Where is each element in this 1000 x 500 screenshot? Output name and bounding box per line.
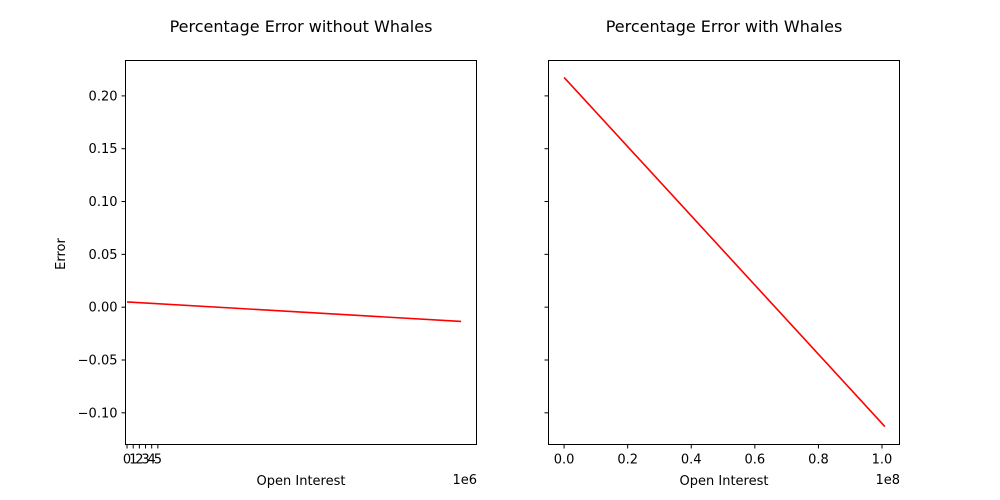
x-tick-label: 4 xyxy=(148,453,156,468)
x-tick-label: 2 xyxy=(135,453,143,468)
subplot-with-whales: Percentage Error with Whales Open Intere… xyxy=(544,17,900,489)
y-tick-label: 0.00 xyxy=(89,301,118,316)
x-tick-label: 3 xyxy=(141,453,149,468)
x-tick-label: 0.6 xyxy=(744,453,765,468)
y-tick-label: 0.10 xyxy=(89,195,118,210)
x-tick-label: 0.4 xyxy=(681,453,702,468)
x-axis-offset-label: 1e8 xyxy=(875,473,900,488)
x-tick-label: 1 xyxy=(129,453,137,468)
x-axis-offset-label: 1e6 xyxy=(452,473,477,488)
x-axis-label: Open Interest xyxy=(257,474,346,489)
y-tick-label: 0.05 xyxy=(89,248,118,263)
y-tick-label: 0.15 xyxy=(89,142,118,157)
x-tick-label: 0.0 xyxy=(554,453,575,468)
series-line-0 xyxy=(563,76,886,428)
x-tick-label: 1.0 xyxy=(872,453,893,468)
x-tick-label: 0 xyxy=(123,453,131,468)
x-tick-label: 0.2 xyxy=(617,453,638,468)
y-tick-label: 0.20 xyxy=(89,89,118,104)
plot-frame xyxy=(548,60,900,445)
plot-marks: 0.0 0.2 0.4 0.6 0.8 1.0 xyxy=(544,76,893,468)
series-line-0 xyxy=(126,301,462,323)
x-tick-label: 0.8 xyxy=(808,453,829,468)
subplot-without-whales: Percentage Error without Whales Open Int… xyxy=(54,17,477,489)
chart-title: Percentage Error with Whales xyxy=(606,17,843,36)
x-axis-label: Open Interest xyxy=(680,474,769,489)
y-axis-label: Error xyxy=(54,238,69,270)
y-tick-label: −0.05 xyxy=(78,353,118,368)
y-tick-label: −0.10 xyxy=(78,406,118,421)
chart-title: Percentage Error without Whales xyxy=(170,17,433,36)
x-tick-label: 5 xyxy=(154,453,162,468)
plot-frame xyxy=(125,60,477,445)
